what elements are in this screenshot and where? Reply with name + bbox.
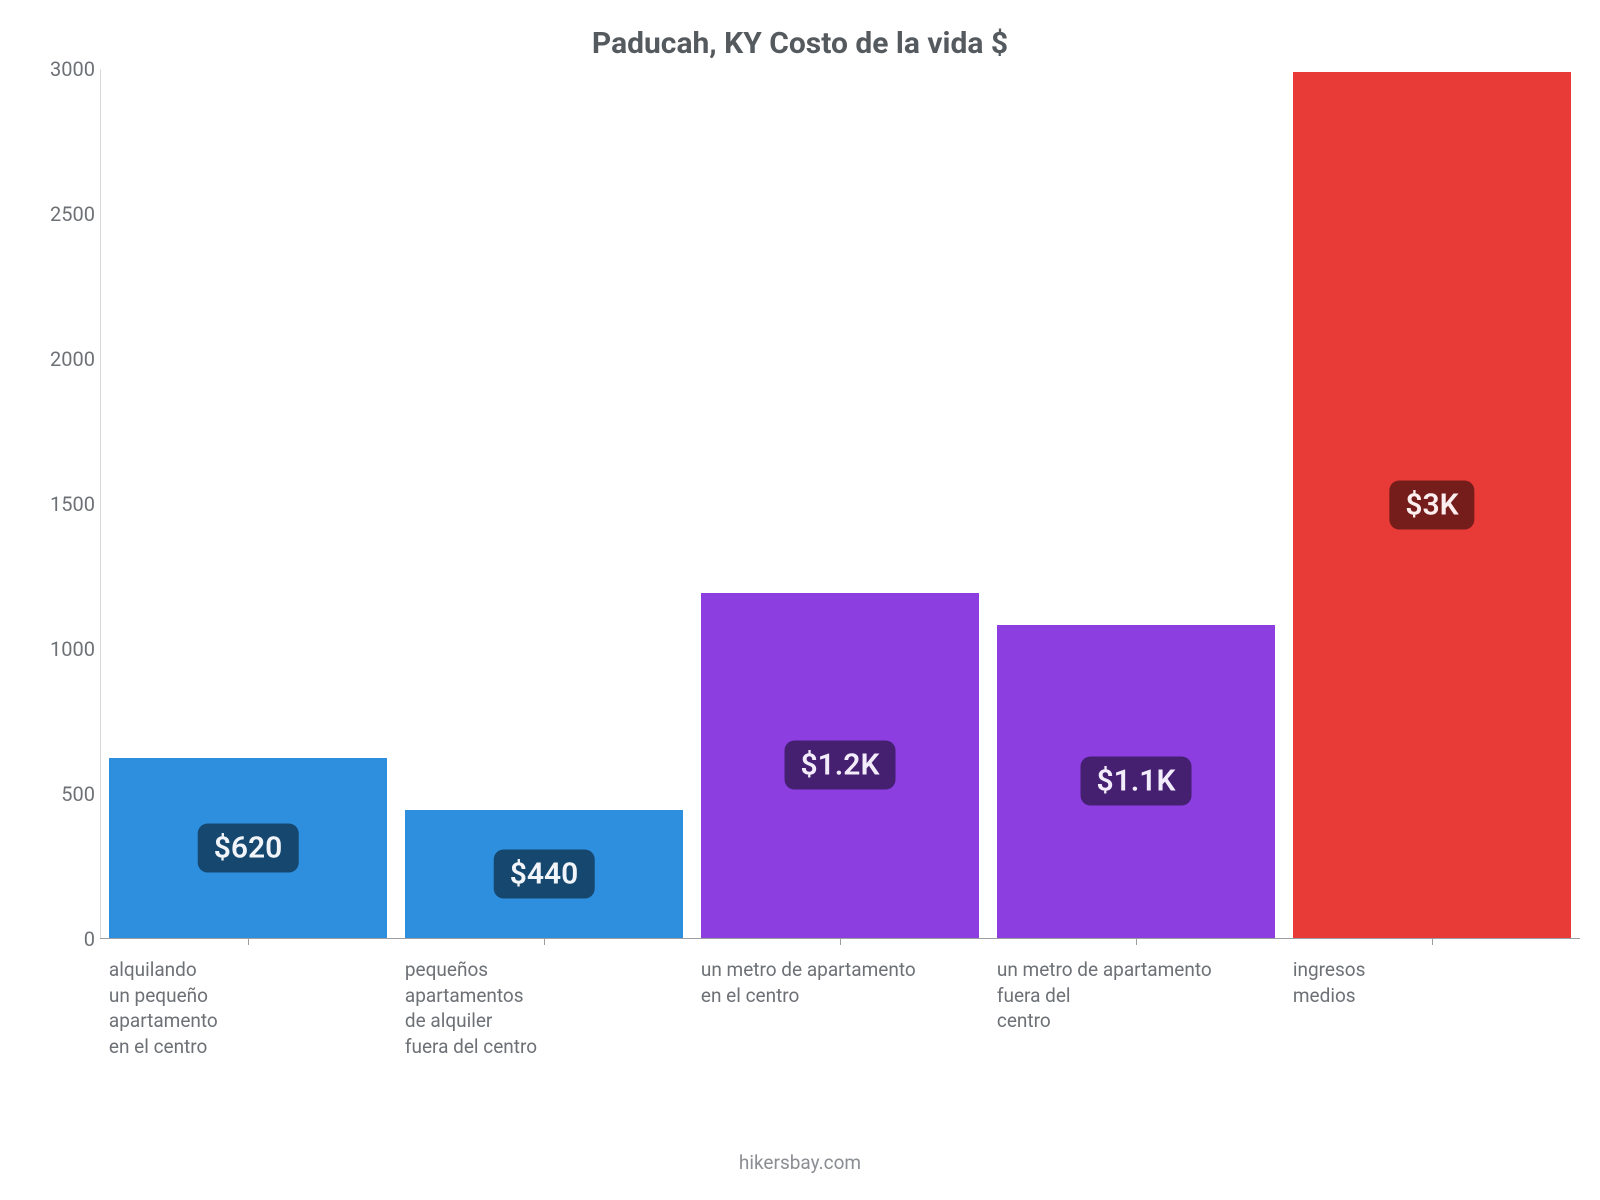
- x-axis-category-label: alquilandoun pequeñoapartamentoen el cen…: [109, 957, 387, 1060]
- bar: $1.1K: [997, 625, 1275, 938]
- chart-container: Paducah, KY Costo de la vida $ 0 500 1000 1…: [0, 0, 1600, 1200]
- bar: $3K: [1293, 72, 1571, 938]
- y-tick-label: 0: [40, 927, 95, 951]
- bar: $440: [405, 810, 683, 938]
- y-tick-label: 2000: [40, 347, 95, 371]
- y-tick-label: 1000: [40, 637, 95, 661]
- bar-value-badge: $440: [494, 850, 595, 899]
- bar-value-badge: $3K: [1389, 481, 1474, 530]
- x-tick-mark: [544, 939, 545, 945]
- x-axis-category-label: ingresosmedios: [1293, 957, 1571, 1008]
- credit-text: hikersbay.com: [0, 1151, 1600, 1174]
- x-axis-category-label: pequeñosapartamentosde alquilerfuera del…: [405, 957, 683, 1060]
- bar-value-badge: $1.1K: [1081, 757, 1192, 806]
- y-tick-label: 3000: [40, 57, 95, 81]
- x-axis-category-label: un metro de apartamentofuera delcentro: [997, 957, 1275, 1034]
- bar-value-badge: $1.2K: [785, 741, 896, 790]
- y-tick-label: 1500: [40, 492, 95, 516]
- x-tick-mark: [248, 939, 249, 945]
- y-tick-label: 500: [40, 782, 95, 806]
- x-tick-mark: [1136, 939, 1137, 945]
- bar-value-badge: $620: [198, 824, 299, 873]
- bar: $620: [109, 758, 387, 938]
- bar: $1.2K: [701, 593, 979, 938]
- x-tick-mark: [1432, 939, 1433, 945]
- plot-area: 050010001500200025003000$620$440$1.2K$1.…: [100, 69, 1580, 939]
- x-axis-category-label: un metro de apartamentoen el centro: [701, 957, 979, 1008]
- y-tick-label: 2500: [40, 202, 95, 226]
- chart-title: Paducah, KY Costo de la vida $: [40, 26, 1560, 61]
- x-tick-mark: [840, 939, 841, 945]
- y-axis: [100, 69, 101, 939]
